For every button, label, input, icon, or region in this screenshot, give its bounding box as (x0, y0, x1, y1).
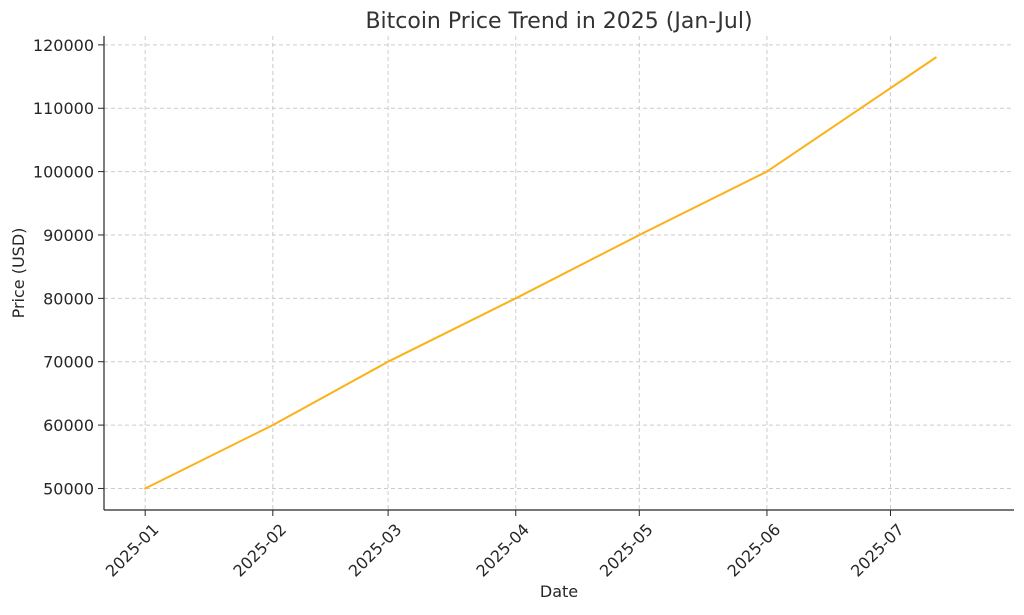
y-tick-label: 120000 (33, 36, 94, 55)
x-tick-label: 2025-01 (102, 520, 163, 581)
tick-marks (98, 44, 891, 516)
tick-labels: 50000 60000 70000 80000 90000 100000 110000 120… (33, 36, 908, 581)
chart-title: Bitcoin Price Trend in 2025 (Jan-Jul) (365, 9, 752, 34)
y-tick-label: 110000 (33, 99, 94, 118)
y-tick-label: 80000 (43, 289, 94, 308)
y-tick-label: 100000 (33, 163, 94, 182)
x-tick-label: 2025-04 (472, 520, 533, 581)
x-tick-label: 2025-07 (847, 520, 908, 581)
x-tick-label: 2025-06 (724, 520, 785, 581)
y-tick-label: 90000 (43, 226, 94, 245)
x-tick-label: 2025-02 (229, 520, 290, 581)
y-tick-label: 70000 (43, 353, 94, 372)
x-tick-label: 2025-05 (596, 520, 657, 581)
y-tick-label: 50000 (43, 479, 94, 498)
series-layer (144, 56, 937, 490)
x-axis-label: Date (540, 582, 578, 601)
y-axis-label: Price (USD) (9, 228, 28, 319)
x-tick-label: 2025-03 (345, 520, 406, 581)
grid-lines (104, 36, 1014, 510)
price-series-line (144, 56, 937, 490)
y-tick-label: 60000 (43, 416, 94, 435)
axes (103, 36, 1014, 511)
